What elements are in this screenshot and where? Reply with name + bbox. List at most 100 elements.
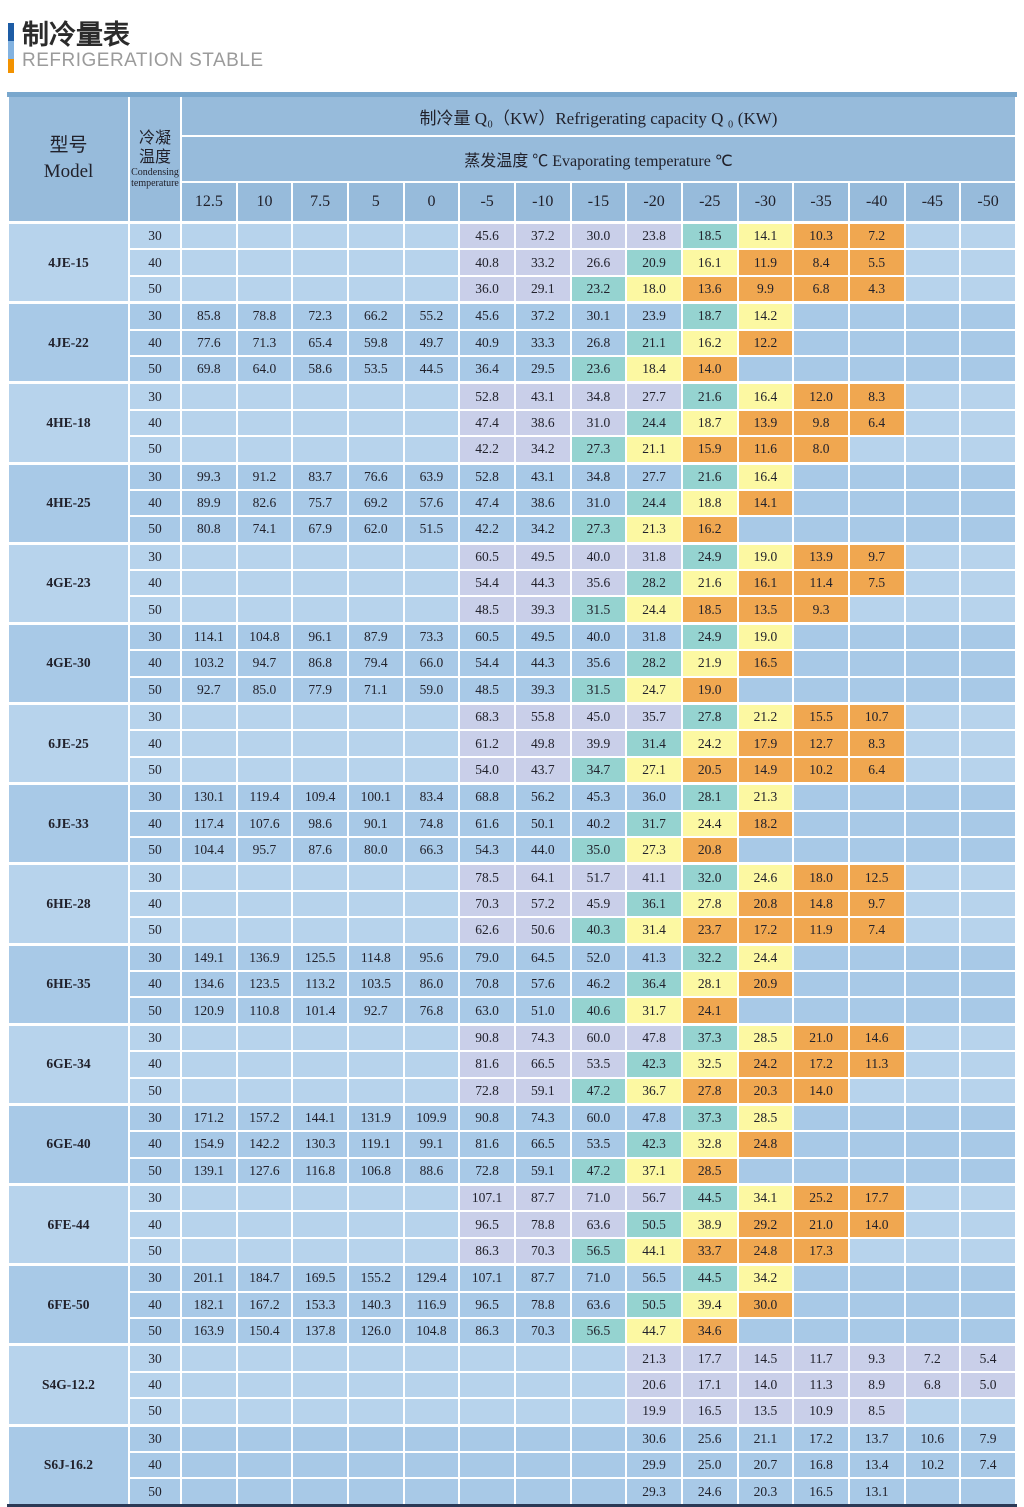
capacity-cell xyxy=(346,862,405,892)
condensing-temp-cell: 40 xyxy=(128,969,182,999)
capacity-cell xyxy=(180,916,238,946)
temp-column-header-7.5: 7.5 xyxy=(291,181,349,224)
capacity-cell xyxy=(959,1156,1017,1186)
capacity-cell xyxy=(235,569,294,598)
condensing-temp-cell: 50 xyxy=(128,1156,182,1186)
capacity-cell: 28.1 xyxy=(680,969,739,999)
capacity-cell xyxy=(180,221,238,251)
table-row: 6GE-34 30 90.8 74.3 60.0 47.8 37.3 28.5 21.0 14.6 xyxy=(7,1022,1017,1106)
condensing-temp-cell: 50 xyxy=(128,1317,182,1346)
condensing-header-zh1: 冷凝 xyxy=(138,130,171,147)
temp-column-header--5: -5 xyxy=(458,181,516,224)
capacity-cell xyxy=(291,1477,349,1507)
capacity-cell: 59.8 xyxy=(346,328,405,357)
capacity-cell xyxy=(847,809,906,838)
capacity-cell: 16.1 xyxy=(736,569,795,598)
capacity-cell: 14.5 xyxy=(736,1343,795,1373)
capacity-cell: 201.1 xyxy=(180,1263,238,1293)
capacity-cell: 66.5 xyxy=(513,1050,572,1079)
capacity-cell: 101.4 xyxy=(291,996,349,1026)
capacity-cell xyxy=(959,729,1017,758)
capacity-cell: 24.4 xyxy=(625,488,683,518)
capacity-cell xyxy=(402,1450,461,1480)
capacity-cell: 16.2 xyxy=(680,515,739,545)
capacity-cell: 23.6 xyxy=(569,354,628,384)
capacity-cell: 18.7 xyxy=(680,301,739,331)
table-row: 50 36.0 29.1 23.2 18.0 13.6 9.9 6.8 4.3 xyxy=(8,274,1017,304)
capacity-cell: 24.1 xyxy=(680,996,739,1026)
capacity-cell: 71.1 xyxy=(346,675,405,705)
capacity-cell: 64.1 xyxy=(513,862,572,892)
capacity-cell: 139.1 xyxy=(180,1156,238,1186)
capacity-cell xyxy=(402,1343,461,1373)
capacity-cell: 78.8 xyxy=(513,1290,572,1320)
temp-column-header--50: -50 xyxy=(959,181,1017,224)
table-row: 50 120.9 110.8 101.4 92.7 76.8 63.0 51.0 40.6 31.… xyxy=(8,996,1017,1026)
table-row: 6HE-35 30 149.1 136.9 125.5 114.8 95.6 79.0 64.5… xyxy=(7,942,1017,1026)
capacity-cell xyxy=(235,381,294,411)
capacity-cell: 14.9 xyxy=(736,755,795,785)
capacity-cell: 20.7 xyxy=(736,1450,795,1480)
capacity-cell xyxy=(736,996,795,1026)
capacity-cell: 24.4 xyxy=(625,595,683,625)
capacity-cell: 45.6 xyxy=(458,221,516,251)
capacity-cell xyxy=(847,835,906,865)
capacity-cell: 51.0 xyxy=(513,996,572,1026)
capacity-cell xyxy=(235,435,294,465)
capacity-cell xyxy=(903,1022,962,1053)
condensing-temp-cell: 40 xyxy=(128,569,182,598)
capacity-cell xyxy=(513,1477,572,1507)
capacity-cell xyxy=(959,595,1017,625)
capacity-cell: 34.8 xyxy=(569,461,628,491)
capacity-cell xyxy=(513,1397,572,1427)
capacity-cell xyxy=(847,942,906,972)
capacity-cell xyxy=(736,515,795,545)
capacity-cell xyxy=(402,595,461,625)
capacity-cell: 68.8 xyxy=(458,782,516,812)
capacity-cell: 49.5 xyxy=(513,621,572,652)
condensing-temp-cell: 30 xyxy=(128,1183,182,1213)
capacity-cell: 86.3 xyxy=(458,1236,516,1266)
capacity-cell: 9.7 xyxy=(847,541,906,572)
capacity-cell: 18.2 xyxy=(736,809,795,838)
capacity-cell: 27.3 xyxy=(569,515,628,545)
capacity-cell xyxy=(291,541,349,572)
capacity-cell: 87.7 xyxy=(513,1183,572,1213)
capacity-cell xyxy=(903,488,962,518)
capacity-cell xyxy=(180,435,238,465)
capacity-cell: 13.4 xyxy=(847,1450,906,1480)
capacity-cell: 44.7 xyxy=(625,1317,683,1346)
capacity-cell xyxy=(903,782,962,812)
refrigeration-capacity-table: 型号 Model 冷凝 温度 Condensing temperature 制冷… xyxy=(7,92,1017,1507)
capacity-cell xyxy=(291,1022,349,1053)
capacity-cell: 17.2 xyxy=(792,1423,850,1453)
capacity-cell: 126.0 xyxy=(346,1317,405,1346)
condensing-temp-cell: 50 xyxy=(128,1076,182,1106)
capacity-cell: 17.7 xyxy=(680,1343,739,1373)
capacity-cell: 169.5 xyxy=(291,1263,349,1293)
capacity-cell xyxy=(847,301,906,331)
capacity-cell xyxy=(235,248,294,277)
capacity-cell xyxy=(458,1370,516,1400)
condensing-temp-cell: 40 xyxy=(128,889,182,919)
capacity-cell: 19.0 xyxy=(680,675,739,705)
capacity-cell: 104.8 xyxy=(402,1317,461,1346)
capacity-cell: 34.1 xyxy=(736,1183,795,1213)
capacity-cell xyxy=(959,835,1017,865)
capacity-cell: 17.9 xyxy=(736,729,795,758)
capacity-cell: 103.5 xyxy=(346,969,405,999)
capacity-cell xyxy=(291,1370,349,1400)
capacity-cell: 109.4 xyxy=(291,782,349,812)
capacity-cell xyxy=(402,381,461,411)
capacity-cell xyxy=(235,862,294,892)
capacity-cell: 96.5 xyxy=(458,1210,516,1239)
capacity-cell xyxy=(903,408,962,438)
capacity-cell: 18.4 xyxy=(625,354,683,384)
capacity-cell: 66.2 xyxy=(346,301,405,331)
capacity-cell xyxy=(180,1183,238,1213)
page-subtitle: REFRIGERATION STABLE xyxy=(22,50,264,71)
capacity-cell: 28.5 xyxy=(736,1022,795,1053)
capacity-cell: 64.5 xyxy=(513,942,572,972)
capacity-cell xyxy=(346,274,405,304)
capacity-cell: 30.1 xyxy=(569,301,628,331)
